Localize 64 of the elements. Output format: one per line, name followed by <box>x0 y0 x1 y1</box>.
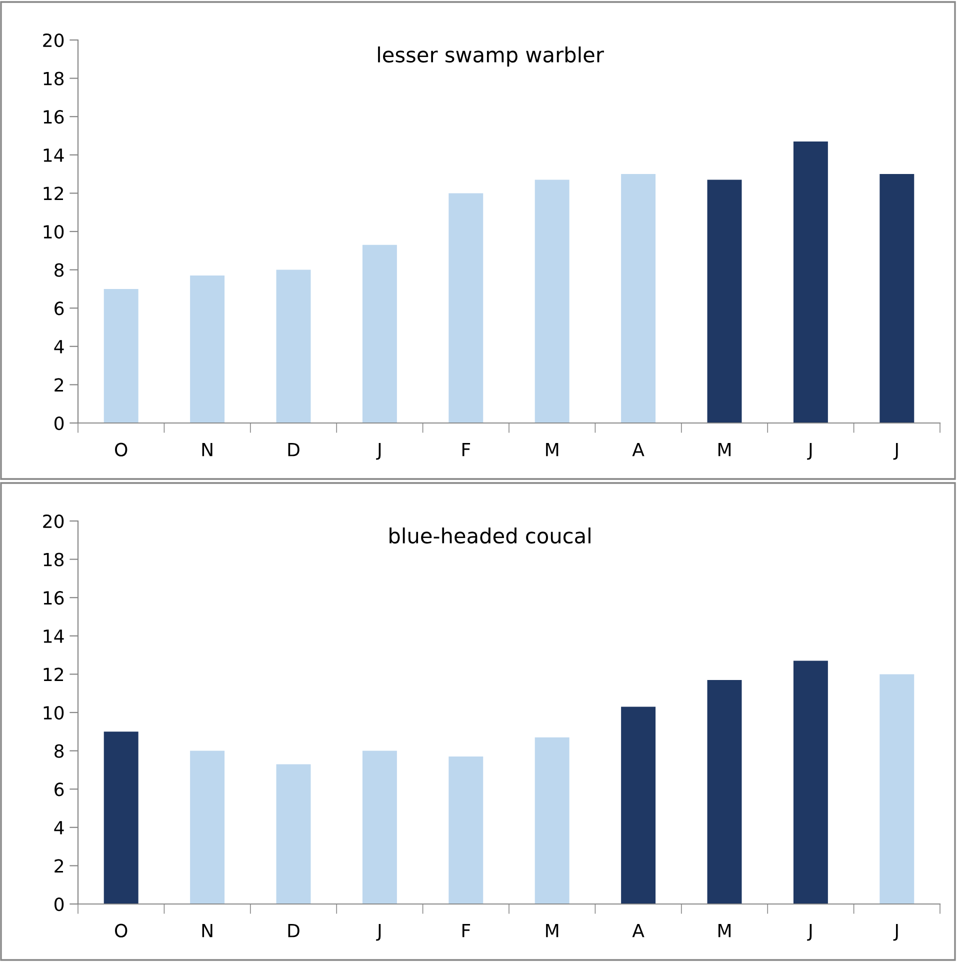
y-tick-label: 4 <box>54 821 64 834</box>
y-tick-label: 8 <box>54 744 64 758</box>
bar <box>362 244 397 423</box>
bar <box>793 141 828 423</box>
bar <box>362 750 397 904</box>
bar <box>793 660 828 904</box>
x-tick-label: O <box>115 442 128 456</box>
x-tick-label: O <box>115 924 128 938</box>
y-tick-label: 8 <box>54 263 64 277</box>
x-tick-label: F <box>462 443 470 456</box>
x-tick-label: D <box>288 924 300 938</box>
y-tick-label: 10 <box>44 706 64 720</box>
bar <box>276 764 311 904</box>
bar <box>104 288 138 423</box>
bar <box>276 270 311 423</box>
y-tick-label: 20 <box>43 514 64 528</box>
bar <box>534 737 570 904</box>
x-tick-label: J <box>807 443 812 460</box>
bar <box>707 680 742 904</box>
y-tick-label: 16 <box>44 110 64 124</box>
bar <box>190 750 225 904</box>
x-tick-label: M <box>546 924 558 938</box>
bar <box>880 674 914 904</box>
bar <box>880 174 914 423</box>
y-tick-label: 0 <box>54 897 64 912</box>
bar <box>621 706 656 904</box>
chart-title: lesser swamp warbler <box>378 46 604 67</box>
y-tick-label: 4 <box>54 340 64 354</box>
bar <box>104 732 138 904</box>
bar <box>448 756 484 904</box>
x-tick-label: F <box>462 924 470 938</box>
y-tick-label: 16 <box>44 591 64 605</box>
y-tick-label: 18 <box>44 552 64 566</box>
bar <box>448 193 484 423</box>
chart-title: blue-headed coucal <box>390 527 590 544</box>
y-tick-label: 12 <box>44 668 63 682</box>
y-tick-label: 20 <box>43 33 64 48</box>
y-tick-label: 2 <box>54 378 63 392</box>
y-tick-label: 6 <box>54 302 64 316</box>
y-tick-label: 0 <box>54 416 64 430</box>
y-tick-label: 10 <box>44 224 64 239</box>
bar <box>621 174 656 423</box>
y-tick-label: 2 <box>54 859 63 873</box>
x-tick-label: M <box>546 443 558 456</box>
y-tick-label: 14 <box>44 148 64 162</box>
y-tick-label: 12 <box>44 186 63 200</box>
x-tick-label: J <box>807 924 812 941</box>
x-tick-label: J <box>893 924 898 941</box>
x-tick-label: N <box>202 924 212 938</box>
x-tick-label: M <box>718 443 731 456</box>
bar <box>190 276 225 423</box>
x-tick-label: M <box>718 924 731 938</box>
y-tick-label: 18 <box>44 72 64 86</box>
x-tick-label: A <box>632 443 644 456</box>
x-tick-label: N <box>202 443 212 456</box>
x-tick-label: J <box>893 443 898 460</box>
x-tick-label: J <box>376 924 381 941</box>
y-tick-label: 14 <box>44 630 64 643</box>
x-tick-label: D <box>288 443 300 456</box>
bar <box>707 180 742 423</box>
y-tick-label: 6 <box>54 782 64 796</box>
bar <box>534 180 570 423</box>
x-tick-label: A <box>632 924 644 938</box>
x-tick-label: J <box>376 443 381 460</box>
